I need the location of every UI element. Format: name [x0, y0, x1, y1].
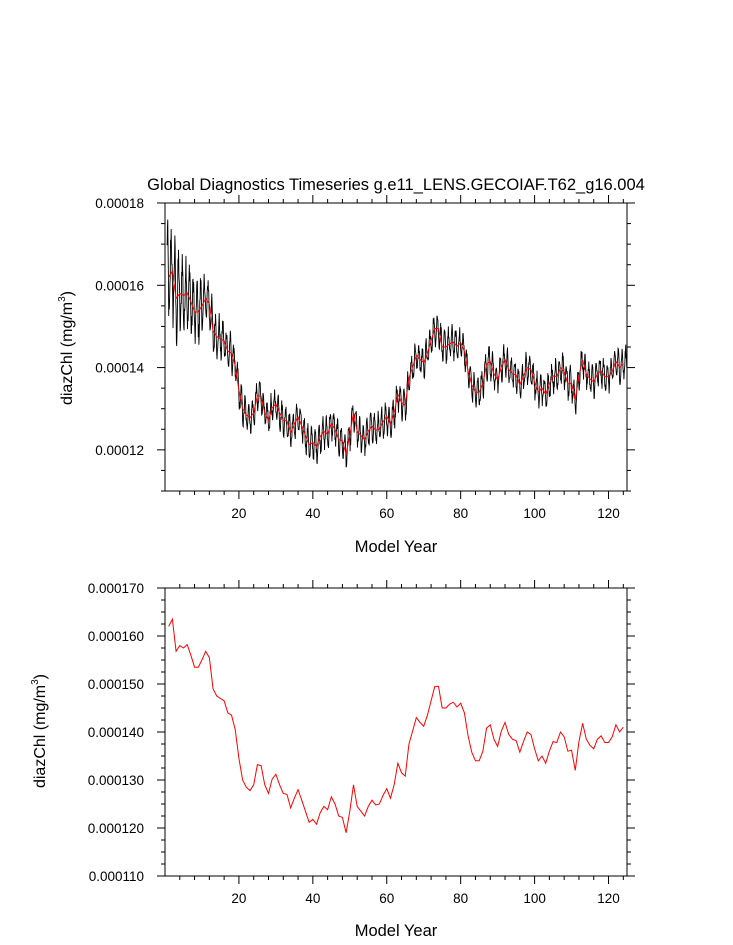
monthly-series-line: [166, 219, 627, 468]
plot-frame: [164, 587, 628, 877]
annual-series-line: [168, 269, 624, 455]
y-tick-label: 0.000140: [88, 725, 144, 740]
y-tick-label: 0.000130: [88, 773, 144, 788]
y-tick-label: 0.000150: [88, 677, 144, 692]
plot-frame: [164, 202, 628, 492]
y-tick-label: 0.000170: [88, 581, 144, 596]
y-axis-label-tail: ): [59, 291, 76, 296]
timeseries-chart-annual: diazChl (mg/m3) Model Year 20 40 60 80 100 12…: [30, 580, 635, 940]
x-axis-label: Model Year: [355, 538, 438, 556]
y-tick-label: 0.00018: [95, 196, 144, 211]
x-tick-label: 40: [305, 891, 320, 906]
x-tick-label: 120: [597, 891, 620, 906]
y-axis-label-superscript: 3: [57, 296, 68, 302]
x-tick-label: 100: [523, 891, 546, 906]
x-tick-label: 80: [453, 506, 468, 521]
y-axis-label-main: diazChl (mg/m: [59, 302, 76, 405]
x-tick-label: 40: [305, 506, 320, 521]
series-group: [168, 617, 624, 833]
x-tick-label: 20: [231, 506, 246, 521]
x-tick-label: 60: [379, 891, 394, 906]
y-axis-label-main: diazChl (mg/m: [32, 685, 49, 788]
y-axis-label-tail: ): [32, 674, 49, 679]
x-axis-label: Model Year: [355, 922, 438, 940]
y-tick-label: 0.000120: [88, 821, 144, 836]
series-group: [166, 219, 627, 468]
y-tick-label: 0.00012: [95, 443, 144, 458]
annual-series-line: [168, 617, 624, 833]
timeseries-chart-monthly: diazChl (mg/m3) Model Year 20 40 60 80 100 12…: [57, 195, 635, 556]
y-axis-label: diazChl (mg/m3): [30, 674, 49, 788]
x-tick-label: 120: [597, 506, 620, 521]
y-tick-label: 0.000110: [89, 869, 144, 884]
y-tick-label: 0.00016: [95, 278, 144, 293]
y-axis-label-text: diazChl (mg/m3): [30, 674, 49, 788]
x-tick-label: 20: [231, 891, 246, 906]
chart-title: Global Diagnostics Timeseries g.e11_LENS…: [147, 176, 645, 194]
y-tick-label: 0.00014: [95, 361, 144, 376]
y-axis-label-text: diazChl (mg/m3): [57, 291, 76, 405]
x-tick-label: 80: [453, 891, 468, 906]
x-tick-label: 60: [379, 506, 394, 521]
y-axis-label-superscript: 3: [30, 679, 41, 685]
y-axis-label: diazChl (mg/m3): [57, 291, 76, 405]
y-tick-label: 0.000160: [88, 629, 144, 644]
x-tick-label: 100: [523, 506, 546, 521]
